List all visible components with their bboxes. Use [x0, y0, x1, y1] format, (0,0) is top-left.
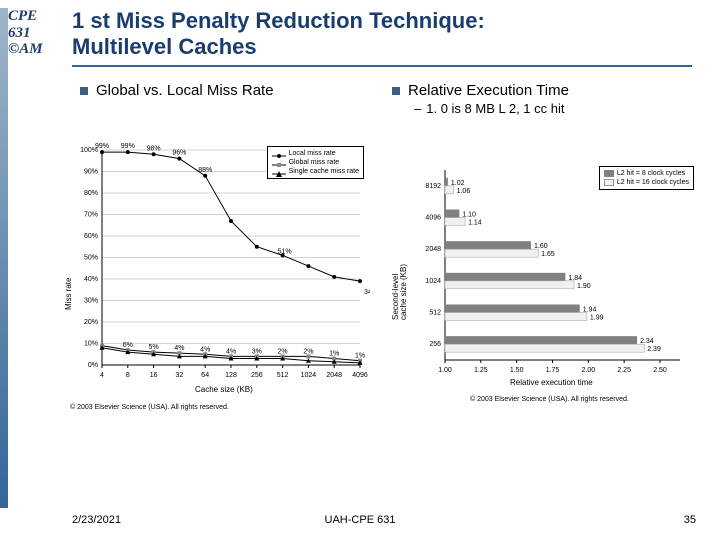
- svg-text:8192: 8192: [425, 183, 441, 190]
- svg-text:1%: 1%: [329, 351, 339, 358]
- svg-text:1%: 1%: [355, 353, 365, 360]
- y-axis-label-left: Miss rate: [64, 278, 73, 310]
- svg-text:2.00: 2.00: [582, 367, 596, 374]
- svg-text:51%: 51%: [278, 248, 292, 255]
- svg-text:8: 8: [126, 372, 130, 379]
- svg-text:1.10: 1.10: [462, 212, 476, 219]
- svg-text:5%: 5%: [149, 344, 159, 351]
- svg-text:512: 512: [277, 372, 289, 379]
- legend-item: Global miss rate: [272, 158, 359, 167]
- title-line1: 1 st Miss Penalty Reduction Technique:: [72, 8, 704, 34]
- sidebar-line2: 631: [8, 25, 56, 42]
- svg-text:60%: 60%: [84, 233, 98, 240]
- footer-center: UAH-CPE 631: [0, 514, 720, 526]
- sub-bullet: – 1. 0 is 8 MB L 2, 1 cc hit: [414, 101, 704, 116]
- svg-text:4%: 4%: [174, 345, 184, 352]
- svg-text:1.94: 1.94: [583, 307, 597, 314]
- svg-text:4%: 4%: [226, 348, 236, 355]
- bullet-right: Relative Execution Time – 1. 0 is 8 MB L…: [392, 82, 704, 116]
- svg-text:1.00: 1.00: [438, 367, 452, 374]
- title-underline: [72, 65, 692, 67]
- x-axis-label-left: Cache size (KB): [195, 385, 253, 394]
- svg-text:20%: 20%: [84, 319, 98, 326]
- svg-text:88%: 88%: [198, 167, 212, 174]
- svg-text:2.39: 2.39: [647, 346, 661, 353]
- copyright-left: © 2003 Elsevier Science (USA). All right…: [70, 404, 229, 411]
- svg-text:99%: 99%: [95, 143, 109, 150]
- sidebar-line1: CPE: [8, 8, 56, 25]
- svg-text:90%: 90%: [84, 169, 98, 176]
- svg-text:3%: 3%: [252, 348, 262, 355]
- svg-text:2048: 2048: [425, 246, 441, 253]
- svg-text:1.99: 1.99: [590, 315, 604, 322]
- svg-text:1.60: 1.60: [534, 243, 548, 250]
- svg-text:1.06: 1.06: [457, 188, 471, 195]
- svg-text:2048: 2048: [326, 372, 342, 379]
- svg-text:4096: 4096: [425, 215, 441, 222]
- y-axis-label-right: Second-levelcache size (KB): [392, 264, 408, 320]
- svg-text:16: 16: [150, 372, 158, 379]
- legend-item: L2 hit = 8 clock cycles: [604, 169, 689, 178]
- title-block: 1 st Miss Penalty Reduction Technique: M…: [72, 8, 704, 67]
- svg-text:2.25: 2.25: [617, 367, 631, 374]
- bullets-row: Global vs. Local Miss Rate Relative Exec…: [80, 82, 704, 116]
- svg-text:1.25: 1.25: [474, 367, 488, 374]
- chart-miss-rate: 100%90%80%70%60%50%40%30%20%10%0%4816326…: [60, 140, 370, 420]
- legend-right: L2 hit = 8 clock cycles L2 hit = 16 cloc…: [599, 166, 694, 190]
- svg-text:128: 128: [225, 372, 237, 379]
- svg-text:1.75: 1.75: [546, 367, 560, 374]
- sub-bullet-text: 1. 0 is 8 MB L 2, 1 cc hit: [426, 101, 564, 116]
- legend-item: Local miss rate: [272, 149, 359, 158]
- svg-text:1.90: 1.90: [577, 283, 591, 290]
- svg-text:10%: 10%: [84, 341, 98, 348]
- svg-text:1.65: 1.65: [541, 251, 555, 258]
- svg-text:99%: 99%: [121, 143, 135, 150]
- svg-text:80%: 80%: [84, 190, 98, 197]
- svg-text:70%: 70%: [84, 212, 98, 219]
- svg-text:2%: 2%: [278, 348, 288, 355]
- svg-text:1.02: 1.02: [451, 180, 465, 187]
- svg-text:40%: 40%: [84, 276, 98, 283]
- legend-left: Local miss rate Global miss rate Single …: [267, 146, 364, 179]
- bullet-icon: [392, 87, 400, 95]
- svg-text:1024: 1024: [425, 278, 441, 285]
- svg-text:4: 4: [100, 372, 104, 379]
- svg-text:30%: 30%: [84, 298, 98, 305]
- svg-text:2.34: 2.34: [640, 338, 654, 345]
- svg-text:34%: 34%: [364, 289, 370, 296]
- svg-text:0%: 0%: [88, 362, 98, 369]
- bullet-right-text: Relative Execution Time: [408, 82, 569, 99]
- footer-page: 35: [684, 514, 696, 526]
- svg-text:4096: 4096: [352, 372, 368, 379]
- svg-text:6%: 6%: [123, 342, 133, 349]
- sidebar-label: CPE 631 ©AM: [8, 8, 56, 68]
- svg-text:256: 256: [429, 341, 441, 348]
- svg-text:1024: 1024: [301, 372, 317, 379]
- legend-item: Single cache miss rate: [272, 167, 359, 176]
- svg-text:1.50: 1.50: [510, 367, 524, 374]
- svg-text:96%: 96%: [172, 150, 186, 157]
- bullet-left-text: Global vs. Local Miss Rate: [96, 82, 274, 99]
- x-axis-label-right: Relative execution time: [510, 378, 593, 387]
- sidebar-bar: [0, 8, 8, 508]
- bullet-icon: [80, 87, 88, 95]
- bullet-left: Global vs. Local Miss Rate: [80, 82, 392, 116]
- svg-text:32: 32: [176, 372, 184, 379]
- svg-text:64: 64: [201, 372, 209, 379]
- svg-text:4%: 4%: [200, 346, 210, 353]
- svg-text:50%: 50%: [84, 255, 98, 262]
- svg-text:1.14: 1.14: [468, 220, 482, 227]
- sidebar-line3: ©AM: [8, 41, 56, 58]
- title-line2: Multilevel Caches: [72, 34, 704, 60]
- svg-text:256: 256: [251, 372, 263, 379]
- svg-text:512: 512: [429, 310, 441, 317]
- svg-text:2.50: 2.50: [653, 367, 667, 374]
- legend-item: L2 hit = 16 clock cycles: [604, 178, 689, 187]
- chart-exec-time: 1.00 1.25 1.50 1.75 2.00 2.25 2.50 8192 1.021.06…: [390, 160, 700, 420]
- svg-text:2%: 2%: [303, 348, 313, 355]
- chart-left-svg: 100%90%80%70%60%50%40%30%20%10%0%4816326…: [60, 140, 370, 420]
- svg-text:1.84: 1.84: [568, 275, 582, 282]
- svg-text:98%: 98%: [147, 145, 161, 152]
- copyright-right: © 2003 Elsevier Science (USA). All right…: [470, 396, 629, 403]
